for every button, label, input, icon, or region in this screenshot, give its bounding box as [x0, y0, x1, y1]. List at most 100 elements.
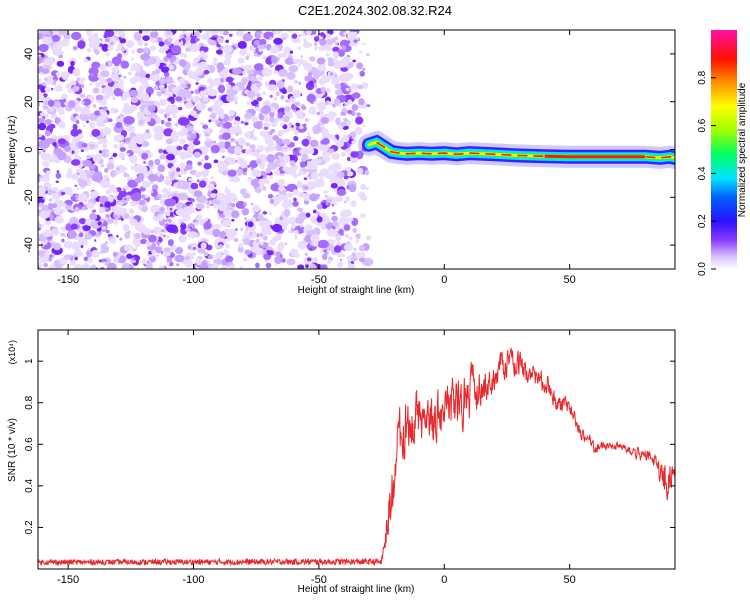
noise-blob — [305, 263, 309, 269]
snr-frame — [37, 329, 676, 570]
noise-blob — [255, 238, 260, 243]
noise-blob — [72, 134, 81, 143]
noise-blob — [254, 187, 262, 194]
noise-blob — [86, 174, 92, 179]
noise-blob — [338, 104, 342, 108]
noise-blob — [279, 157, 283, 161]
noise-blob — [54, 117, 60, 123]
noise-blob — [52, 43, 62, 53]
noise-blob — [124, 102, 129, 109]
noise-blob — [166, 153, 175, 161]
x-tick-label: 0 — [441, 274, 447, 286]
noise-blob — [64, 101, 69, 106]
noise-blob — [75, 115, 80, 120]
noise-blob — [146, 100, 154, 106]
noise-blob — [227, 169, 237, 177]
noise-blob — [217, 217, 222, 220]
noise-blob — [187, 231, 198, 239]
noise-blob — [147, 173, 159, 182]
noise-blob — [112, 256, 119, 264]
noise-blob — [289, 160, 296, 167]
noise-blob — [318, 176, 324, 183]
noise-blob — [358, 50, 363, 54]
noise-blob — [313, 227, 321, 236]
noise-blob — [254, 171, 262, 178]
noise-blob — [47, 99, 55, 108]
noise-blob — [61, 51, 64, 55]
noise-blob — [270, 121, 278, 127]
noise-blob — [164, 180, 169, 184]
noise-blob — [272, 235, 280, 242]
noise-blob — [204, 155, 209, 161]
noise-blob — [170, 171, 176, 176]
noise-blob — [166, 30, 171, 35]
noise-blob — [249, 75, 257, 82]
noise-blob — [48, 198, 53, 202]
x-tick-label: -100 — [182, 574, 204, 586]
noise-blob — [232, 85, 240, 91]
noise-blob — [174, 254, 185, 263]
noise-blob — [340, 258, 343, 262]
noise-blob — [273, 37, 283, 45]
noise-blob — [320, 32, 325, 37]
y-tick-label: 0.6 — [24, 437, 35, 451]
noise-blob — [183, 98, 187, 102]
noise-blob — [111, 56, 122, 65]
noise-blob — [282, 166, 289, 172]
noise-blob — [104, 168, 109, 173]
noise-blob — [106, 35, 116, 45]
noise-blob — [272, 143, 276, 147]
noise-blob — [73, 264, 84, 269]
noise-blob — [244, 64, 252, 71]
noise-blob — [148, 251, 153, 255]
noise-blob — [165, 121, 172, 127]
noise-blob — [97, 74, 102, 79]
noise-blob — [268, 116, 275, 123]
noise-blob — [361, 82, 369, 89]
noise-blob — [192, 44, 197, 49]
noise-blob — [80, 244, 84, 249]
noise-blob — [308, 106, 317, 115]
noise-blob — [292, 201, 299, 207]
noise-blob — [56, 151, 67, 161]
noise-blob — [38, 133, 43, 138]
noise-blob — [333, 245, 342, 253]
noise-blob — [84, 233, 92, 240]
noise-blob — [148, 56, 157, 65]
noise-blob — [90, 147, 94, 150]
noise-blob — [187, 197, 192, 201]
noise-blob — [142, 47, 149, 54]
noise-blob — [247, 69, 255, 75]
noise-blob — [333, 239, 336, 243]
noise-blob — [331, 153, 340, 160]
noise-blob — [61, 93, 68, 100]
noise-blob — [194, 76, 200, 82]
noise-blob — [242, 192, 251, 199]
noise-blob — [229, 264, 236, 269]
noise-blob — [240, 159, 247, 164]
noise-blob — [244, 217, 247, 220]
noise-blob — [186, 125, 194, 132]
noise-blob — [276, 30, 280, 33]
noise-blob — [130, 200, 138, 207]
noise-blob — [247, 176, 253, 182]
noise-blob — [54, 85, 63, 92]
noise-blob — [165, 159, 169, 164]
noise-blob — [325, 202, 329, 206]
noise-blob — [321, 131, 326, 135]
noise-blob — [185, 164, 193, 171]
noise-blob — [152, 226, 162, 235]
noise-blob — [163, 56, 169, 62]
noise-blob — [311, 31, 317, 35]
noise-blob — [124, 231, 131, 239]
noise-blob — [38, 117, 45, 124]
noise-blob — [210, 193, 217, 198]
noise-blob — [295, 122, 300, 127]
noise-blob — [119, 255, 125, 262]
noise-blob — [42, 93, 48, 98]
noise-blob — [86, 154, 92, 160]
noise-blob — [275, 263, 278, 267]
noise-blob — [256, 82, 261, 88]
noise-blob — [116, 235, 119, 238]
noise-blob — [230, 203, 236, 208]
